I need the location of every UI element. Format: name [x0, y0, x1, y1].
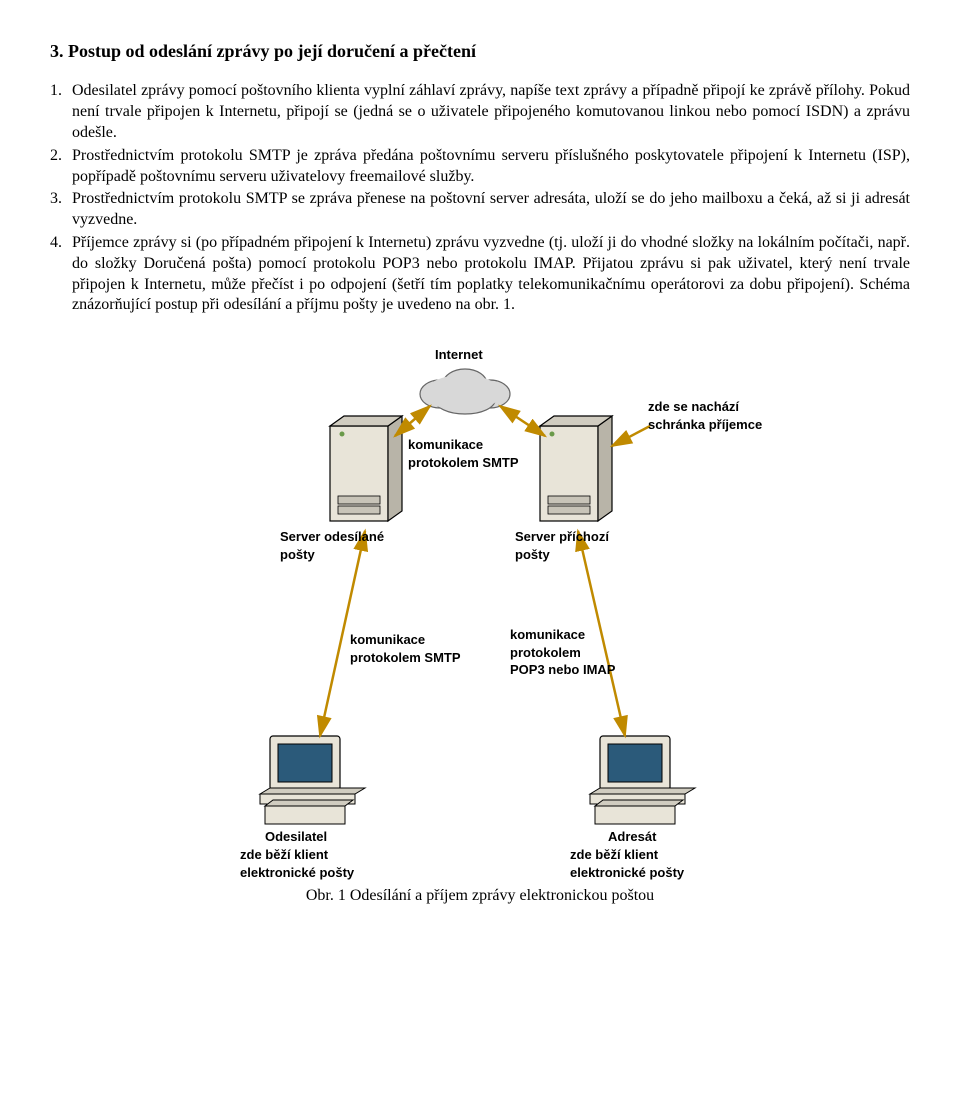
figure-caption: Obr. 1 Odesílání a příjem zprávy elektro…	[50, 886, 910, 907]
pc-left-sub: zde běží klient elektronické pošty	[240, 846, 354, 881]
pc-right-sub: zde běží klient elektronické pošty	[570, 846, 684, 881]
section-heading: 3. Postup od odeslání zprávy po její dor…	[50, 40, 910, 63]
server-left-icon	[330, 416, 402, 521]
pc-left-title: Odesilatel	[265, 828, 327, 846]
server-right-icon	[540, 416, 612, 521]
pc-right-icon	[590, 736, 695, 824]
pc-right-title: Adresát	[608, 828, 656, 846]
list-item: 4. Příjemce zprávy si (po případném přip…	[50, 233, 910, 316]
list-item: 3. Prostřednictvím protokolu SMTP se zpr…	[50, 189, 910, 231]
internet-label: Internet	[435, 346, 483, 364]
left-link-label: komunikace protokolem SMTP	[350, 631, 461, 666]
step-text: Příjemce zprávy si (po případném připoje…	[72, 233, 910, 316]
cloud-protocol-label: komunikace protokolem SMTP	[408, 436, 519, 471]
diagram-container: Internet komunikace protokolem SMTP zde …	[50, 346, 910, 866]
recipient-mailbox-note: zde se nachází schránka příjemce	[648, 398, 762, 433]
step-number: 4.	[50, 233, 72, 316]
step-number: 1.	[50, 81, 72, 143]
step-number: 2.	[50, 146, 72, 188]
list-item: 1. Odesilatel zprávy pomocí poštovního k…	[50, 81, 910, 143]
cloud-icon	[420, 369, 510, 414]
server-right-label: Server příchozí pošty	[515, 528, 609, 563]
step-text: Prostřednictvím protokolu SMTP je zpráva…	[72, 146, 910, 188]
step-text: Prostřednictvím protokolu SMTP se zpráva…	[72, 189, 910, 231]
steps-list: 1. Odesilatel zprávy pomocí poštovního k…	[50, 81, 910, 316]
step-text: Odesilatel zprávy pomocí poštovního klie…	[72, 81, 910, 143]
server-left-label: Server odesílané pošty	[280, 528, 384, 563]
step-number: 3.	[50, 189, 72, 231]
list-item: 2. Prostřednictvím protokolu SMTP je zpr…	[50, 146, 910, 188]
email-flow-diagram: Internet komunikace protokolem SMTP zde …	[170, 346, 790, 866]
pc-left-icon	[260, 736, 365, 824]
right-link-label: komunikace protokolem POP3 nebo IMAP	[510, 626, 615, 679]
